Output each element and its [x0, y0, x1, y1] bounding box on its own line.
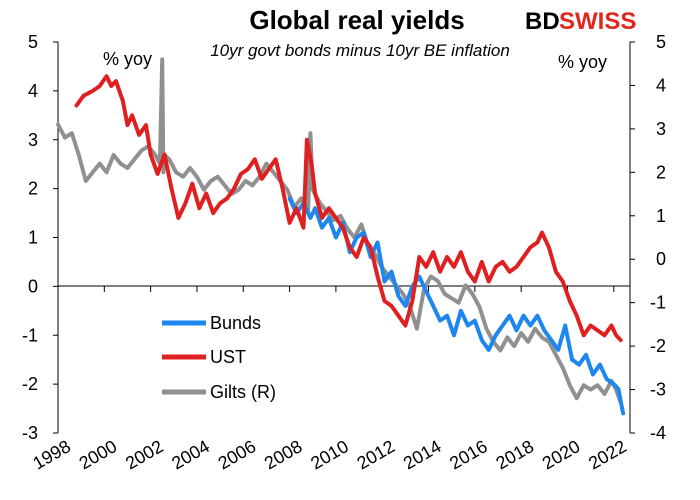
- right-y-tick-label: 1: [656, 206, 666, 226]
- right-y-tick-label: 2: [656, 162, 666, 182]
- left-y-tick-label: 3: [28, 130, 38, 150]
- x-tick-label: 2022: [585, 436, 630, 473]
- right-axis-unit-label: % yoy: [558, 52, 607, 72]
- left-y-tick-label: -3: [22, 423, 38, 443]
- x-tick-label: 2020: [539, 436, 584, 473]
- x-tick-label: 2012: [354, 436, 399, 473]
- legend: Bunds UST Gilts (R): [162, 313, 276, 402]
- logo-text-bd: BD: [525, 8, 560, 35]
- left-axis-unit-label: % yoy: [103, 49, 152, 69]
- x-axis-ticks: 1998 2000 2002 2004 2006 2008 2010 2012 2014 2016…: [29, 286, 630, 473]
- x-tick-label: 2000: [76, 436, 121, 473]
- left-y-tick-label: 4: [28, 81, 38, 101]
- series-line-ust: [74, 74, 623, 343]
- chart-title: Global real yields: [249, 5, 464, 35]
- right-y-ticks: 5 4 3 2 1 0 -1 -2 -3 -4: [630, 32, 666, 443]
- x-tick-label: 2002: [122, 436, 167, 473]
- x-tick-label: 2016: [446, 436, 491, 473]
- left-y-ticks: 5 4 3 2 1 0 -1 -2 -3: [22, 32, 58, 443]
- right-y-tick-label: -1: [650, 293, 666, 313]
- left-y-tick-label: 5: [28, 32, 38, 52]
- right-y-tick-label: 4: [656, 75, 666, 95]
- legend-label-gilts: Gilts (R): [210, 382, 276, 402]
- x-tick-label: 2006: [215, 436, 260, 473]
- series-layer: [56, 57, 626, 416]
- right-y-tick-label: 0: [656, 249, 666, 269]
- right-y-tick-label: 3: [656, 119, 666, 139]
- right-y-tick-label: -4: [650, 423, 666, 443]
- x-tick-label: 2018: [492, 436, 537, 473]
- left-y-tick-label: 1: [28, 228, 38, 248]
- x-tick-label: 2014: [400, 436, 445, 473]
- left-y-tick-label: 2: [28, 179, 38, 199]
- right-y-tick-label: -2: [650, 336, 666, 356]
- legend-label-bunds: Bunds: [210, 313, 261, 333]
- left-y-tick-label: 0: [28, 276, 38, 296]
- right-y-tick-label: 5: [656, 32, 666, 52]
- left-y-tick-label: -1: [22, 325, 38, 345]
- left-y-tick-label: -2: [22, 374, 38, 394]
- bdswiss-logo: BD SWISS: [525, 8, 636, 35]
- logo-text-swiss: SWISS: [559, 8, 636, 35]
- chart-subtitle: 10yr govt bonds minus 10yr BE inflation: [210, 41, 510, 60]
- legend-label-ust: UST: [210, 347, 246, 367]
- x-tick-label: 2004: [168, 436, 213, 473]
- x-tick-label: 2010: [307, 436, 352, 473]
- x-tick-label: 2008: [261, 436, 306, 473]
- right-y-tick-label: -3: [650, 380, 666, 400]
